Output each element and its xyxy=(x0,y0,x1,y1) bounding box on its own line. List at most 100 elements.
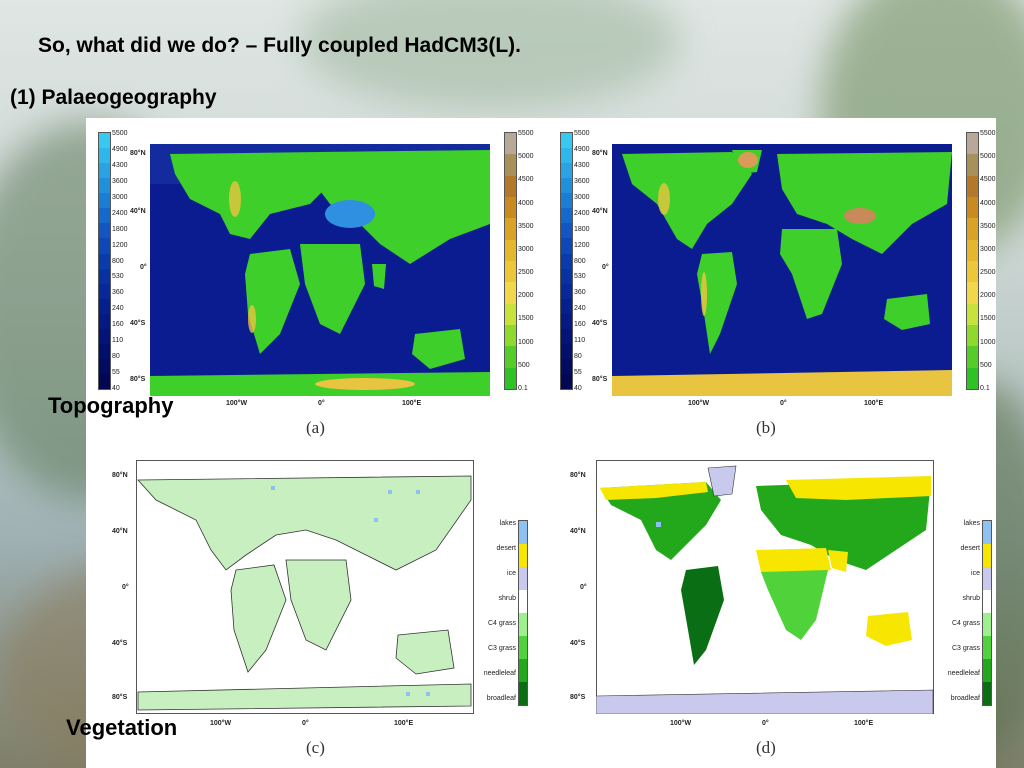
australia-land xyxy=(412,329,465,369)
cb-label: 55 xyxy=(574,369,582,377)
ocean-depth-colorbar-b xyxy=(560,132,573,390)
slide-title: So, what did we do? – Fully coupled HadC… xyxy=(38,34,522,57)
lat-tick: 40°N xyxy=(130,208,146,215)
lat-tick: 40°S xyxy=(130,320,146,327)
south-america-vegetation xyxy=(681,566,724,665)
cb-label: 1000 xyxy=(980,338,996,346)
legend-label: shrub xyxy=(498,595,516,602)
cb-label: 3000 xyxy=(112,193,128,201)
cb-label: 3500 xyxy=(518,222,534,230)
cb-label: 2400 xyxy=(574,209,590,217)
lon-tick: 0° xyxy=(318,400,325,407)
lat-tick: 80°N xyxy=(570,472,586,479)
cb-label: 55 xyxy=(112,369,120,377)
cb-label: 1800 xyxy=(574,225,590,233)
cb-label: 3600 xyxy=(574,177,590,185)
lat-tick: 80°S xyxy=(592,376,608,383)
antarctica-ice xyxy=(596,689,934,714)
lat-tick: 80°S xyxy=(130,376,146,383)
cb-label: 1500 xyxy=(518,315,534,323)
cb-label: 4300 xyxy=(112,161,128,169)
north-america-land xyxy=(622,152,752,249)
australia-vegetation xyxy=(395,629,455,675)
legend-label: ice xyxy=(971,570,980,577)
cb-label: 4500 xyxy=(518,176,534,184)
north-america-tundra xyxy=(600,482,708,500)
lake-cell xyxy=(416,490,420,494)
figure-panel: 5500 4900 4300 3600 3000 2400 1800 1200 … xyxy=(86,118,996,768)
cb-label: 40 xyxy=(574,385,582,392)
cb-label: 240 xyxy=(112,305,124,313)
greenland-ice xyxy=(707,465,737,497)
ocean-depth-colorbar-labels-b: 5500 4900 4300 3600 3000 2400 1800 1200 … xyxy=(574,130,590,392)
cb-label: 2000 xyxy=(518,292,534,300)
figure-d-caption: (d) xyxy=(756,738,776,757)
india-land xyxy=(372,264,386,289)
arabia-desert xyxy=(828,550,848,572)
slide-subtitle: (1) Palaeogeography xyxy=(10,86,217,109)
cb-label: 360 xyxy=(574,289,586,297)
legend-label: C4 grass xyxy=(951,620,980,627)
cb-label: 0.1 xyxy=(980,384,990,392)
eurasia-vegetation xyxy=(756,480,931,570)
lon-tick: 100°E xyxy=(394,720,414,727)
cb-label: 4900 xyxy=(112,145,128,153)
legend-label: C3 grass xyxy=(951,645,980,652)
highland xyxy=(229,181,241,217)
antarctic-highland xyxy=(315,378,415,390)
legend-label: desert xyxy=(960,545,980,552)
cb-label: 360 xyxy=(112,289,124,297)
south-america-vegetation xyxy=(230,564,287,673)
legend-label: C3 grass xyxy=(487,645,516,652)
modern-vegetation-map xyxy=(596,460,934,714)
palaeo-topography-map xyxy=(150,144,490,396)
cb-label: 4500 xyxy=(980,176,996,184)
siberia-tundra xyxy=(786,476,931,500)
vegetation-legend-d xyxy=(982,520,992,706)
lake-cell xyxy=(426,692,430,696)
cb-label: 500 xyxy=(980,361,992,369)
cb-label: 4300 xyxy=(574,161,590,169)
cb-label: 1200 xyxy=(574,241,590,249)
legend-label: broadleaf xyxy=(486,695,516,702)
lat-tick: 80°N xyxy=(592,150,608,157)
lon-tick: 100°E xyxy=(402,400,422,407)
figure-d: 80°N 40°N 0° 40°S 80°S lakes desert ice … xyxy=(556,448,996,760)
south-america-land xyxy=(697,252,737,354)
cb-label: 240 xyxy=(574,305,586,313)
lat-tick: 40°S xyxy=(592,320,608,327)
legend-label: lakes xyxy=(499,520,516,527)
tibet-plateau xyxy=(844,208,876,224)
cb-label: 2500 xyxy=(980,269,996,277)
cb-label: 3000 xyxy=(518,245,534,253)
lake-cell xyxy=(271,486,275,490)
figure-a-caption: (a) xyxy=(306,418,325,437)
cb-label: 160 xyxy=(574,321,586,329)
figure-c-caption: (c) xyxy=(306,738,325,757)
cb-label: 530 xyxy=(574,273,586,281)
legend-label: needleleaf xyxy=(947,670,980,677)
lon-tick: 0° xyxy=(780,400,787,407)
lat-tick: 0° xyxy=(140,264,147,271)
cb-label: 5000 xyxy=(980,153,996,161)
cb-label: 5500 xyxy=(574,130,590,137)
greenland-ice xyxy=(738,152,758,168)
modern-topography-map xyxy=(612,144,952,396)
legend-label: shrub xyxy=(962,595,980,602)
cb-label: 110 xyxy=(112,337,124,345)
vegetation-legend-labels-d: lakes desert ice shrub C4 grass C3 grass… xyxy=(940,520,980,702)
lon-tick: 100°E xyxy=(864,400,884,407)
legend-label: lakes xyxy=(963,520,980,527)
figure-b-caption: (b) xyxy=(756,418,776,437)
lon-tick: 100°W xyxy=(210,720,232,727)
highland xyxy=(248,305,256,333)
cb-label: 3600 xyxy=(112,177,128,185)
lat-tick: 40°N xyxy=(570,528,586,535)
cb-label: 160 xyxy=(112,321,124,329)
cb-label: 4000 xyxy=(980,199,996,207)
lon-tick: 0° xyxy=(762,720,769,727)
cb-label: 4000 xyxy=(518,199,534,207)
lake-cell xyxy=(374,518,378,522)
vegetation-legend-labels-c: lakes desert ice shrub C4 grass C3 grass… xyxy=(478,520,516,702)
lon-tick: 0° xyxy=(302,720,309,727)
